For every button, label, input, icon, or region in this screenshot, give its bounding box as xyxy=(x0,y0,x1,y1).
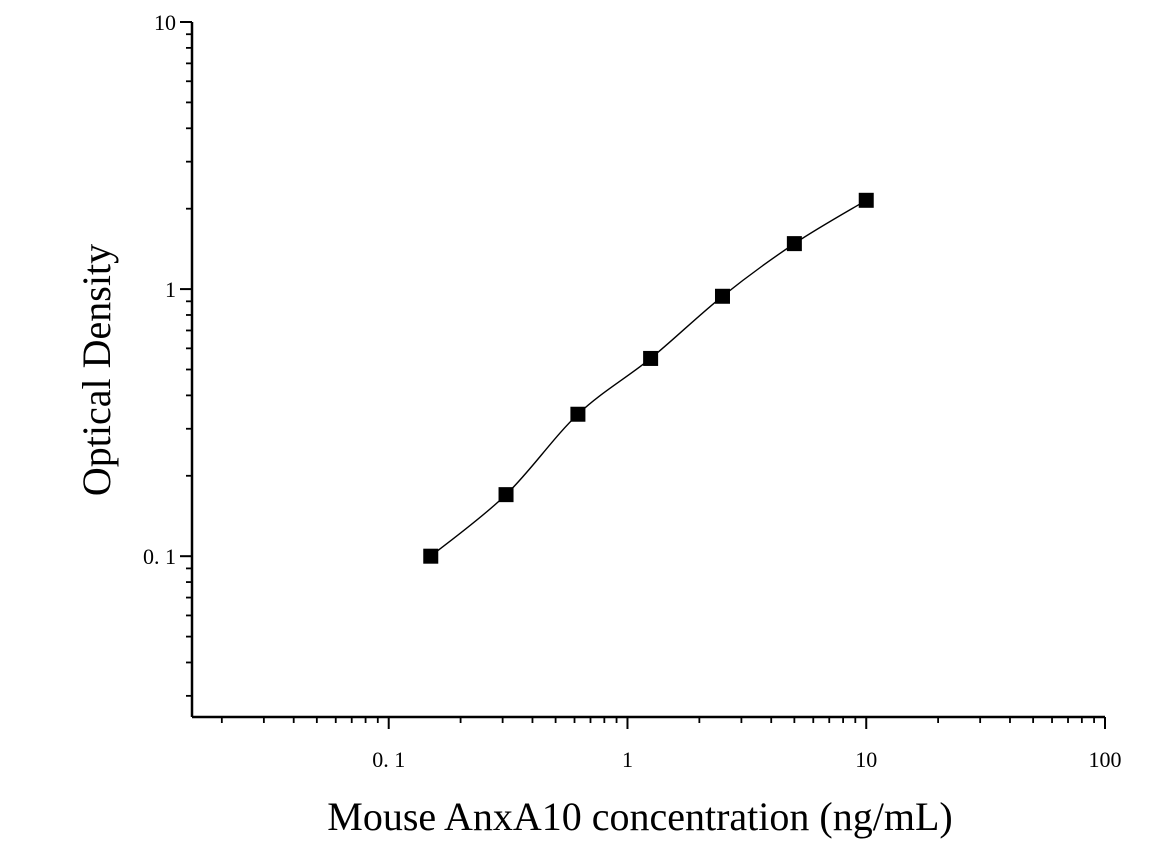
y-tick-label: 1 xyxy=(165,277,176,302)
fit-curve-layer xyxy=(430,199,867,557)
y-tick-label: 0. 1 xyxy=(143,544,176,569)
x-tick-label: 10 xyxy=(855,747,877,772)
data-point xyxy=(714,288,730,304)
x-tick-label: 0. 1 xyxy=(372,747,405,772)
x-axis-title: Mouse AnxA10 concentration (ng/mL) xyxy=(327,794,952,839)
x-tick-label: 100 xyxy=(1089,747,1122,772)
y-tick-label: 10 xyxy=(154,10,176,35)
data-point xyxy=(423,548,439,564)
x-tick-label: 1 xyxy=(622,747,633,772)
y-axis-title: Optical Density xyxy=(74,244,119,496)
data-points-layer xyxy=(423,192,874,564)
data-point xyxy=(858,192,874,208)
data-point xyxy=(643,350,659,366)
axes xyxy=(190,22,1105,719)
x-axis-ticks: 0. 1 1 10 100 xyxy=(220,717,1122,772)
data-point xyxy=(498,487,514,503)
data-point xyxy=(570,406,586,422)
y-axis-ticks: 0. 1 1 10 xyxy=(143,10,192,697)
fit-curve xyxy=(430,199,867,557)
data-point xyxy=(786,236,802,252)
